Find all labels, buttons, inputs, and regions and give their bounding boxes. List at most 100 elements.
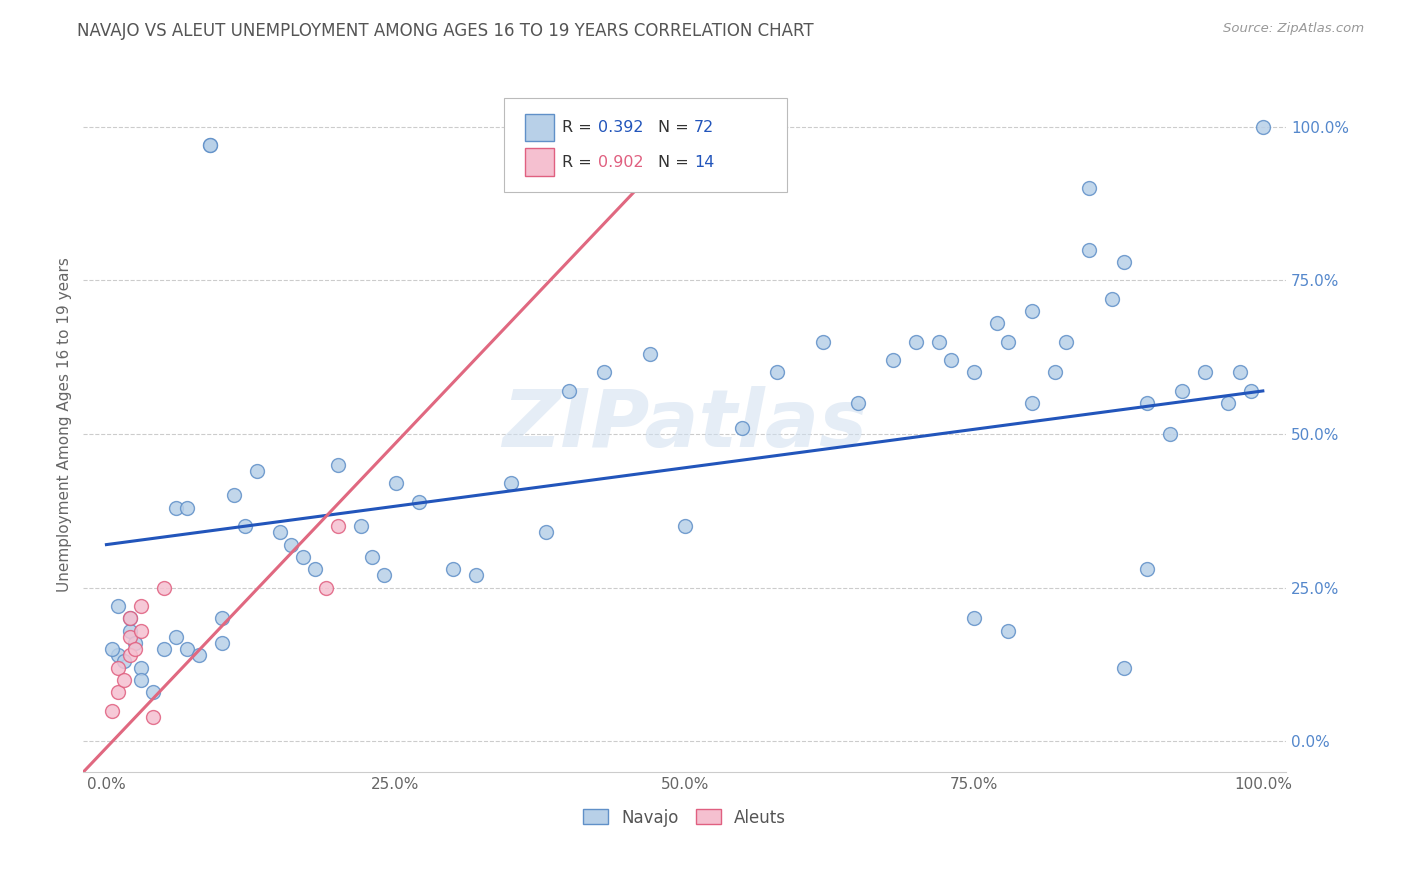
Point — [408, 494, 430, 508]
Point — [153, 642, 176, 657]
Point — [118, 630, 141, 644]
Point — [142, 685, 165, 699]
Point — [326, 519, 349, 533]
Point — [112, 654, 135, 668]
Point — [361, 549, 384, 564]
Point — [638, 347, 661, 361]
Point — [187, 648, 209, 663]
Point — [118, 648, 141, 663]
Point — [1021, 304, 1043, 318]
Point — [101, 704, 124, 718]
Point — [269, 525, 291, 540]
Text: 72: 72 — [695, 120, 714, 135]
Point — [939, 353, 962, 368]
FancyBboxPatch shape — [524, 148, 554, 176]
Point — [1159, 427, 1181, 442]
Point — [1021, 396, 1043, 410]
Point — [501, 476, 523, 491]
Point — [465, 568, 488, 582]
Y-axis label: Unemployment Among Ages 16 to 19 years: Unemployment Among Ages 16 to 19 years — [58, 257, 72, 592]
Point — [1240, 384, 1263, 398]
Point — [280, 538, 302, 552]
Point — [326, 458, 349, 472]
Point — [963, 611, 986, 625]
Point — [118, 624, 141, 638]
Point — [1112, 660, 1135, 674]
Point — [1054, 334, 1077, 349]
Point — [101, 642, 124, 657]
Point — [112, 673, 135, 687]
Point — [766, 366, 789, 380]
Point — [731, 421, 754, 435]
Point — [165, 630, 187, 644]
Point — [882, 353, 904, 368]
Text: R =: R = — [562, 120, 596, 135]
Point — [350, 519, 373, 533]
Point — [1078, 181, 1101, 195]
Point — [673, 519, 696, 533]
Point — [107, 660, 129, 674]
Text: NAVAJO VS ALEUT UNEMPLOYMENT AMONG AGES 16 TO 19 YEARS CORRELATION CHART: NAVAJO VS ALEUT UNEMPLOYMENT AMONG AGES … — [77, 22, 814, 40]
Point — [1194, 366, 1216, 380]
Point — [129, 624, 152, 638]
Text: N =: N = — [658, 120, 695, 135]
Point — [142, 710, 165, 724]
Text: Source: ZipAtlas.com: Source: ZipAtlas.com — [1223, 22, 1364, 36]
Point — [384, 476, 406, 491]
Point — [592, 366, 614, 380]
Text: N =: N = — [658, 154, 695, 169]
Point — [118, 611, 141, 625]
Point — [1171, 384, 1194, 398]
Point — [246, 464, 269, 478]
Point — [292, 549, 315, 564]
Point — [1101, 292, 1123, 306]
Point — [963, 366, 986, 380]
Point — [1251, 120, 1274, 134]
Point — [441, 562, 464, 576]
FancyBboxPatch shape — [505, 98, 787, 192]
FancyBboxPatch shape — [524, 113, 554, 141]
Point — [997, 624, 1019, 638]
Point — [904, 334, 927, 349]
Point — [813, 334, 835, 349]
Point — [200, 138, 222, 153]
Text: ZIPatlas: ZIPatlas — [502, 385, 868, 464]
Text: R =: R = — [562, 154, 596, 169]
Point — [200, 138, 222, 153]
Point — [315, 581, 337, 595]
Point — [928, 334, 950, 349]
Point — [986, 316, 1008, 330]
Text: 0.902: 0.902 — [598, 154, 644, 169]
Point — [211, 636, 233, 650]
Point — [129, 660, 152, 674]
Point — [846, 396, 869, 410]
Point — [165, 500, 187, 515]
Point — [124, 636, 146, 650]
Point — [1043, 366, 1066, 380]
Point — [1216, 396, 1239, 410]
Point — [558, 384, 581, 398]
Point — [176, 642, 198, 657]
Point — [1112, 255, 1135, 269]
Text: 14: 14 — [695, 154, 714, 169]
Point — [124, 642, 146, 657]
Point — [373, 568, 395, 582]
Point — [222, 488, 245, 502]
Point — [107, 648, 129, 663]
Text: 0.392: 0.392 — [598, 120, 644, 135]
Point — [1136, 396, 1159, 410]
Point — [1078, 243, 1101, 257]
Point — [1136, 562, 1159, 576]
Point — [176, 500, 198, 515]
Point — [534, 525, 557, 540]
Point — [1229, 366, 1251, 380]
Point — [304, 562, 326, 576]
Point — [211, 611, 233, 625]
Point — [107, 685, 129, 699]
Point — [233, 519, 256, 533]
Point — [107, 599, 129, 613]
Point — [997, 334, 1019, 349]
Point — [129, 673, 152, 687]
Point — [129, 599, 152, 613]
Point — [153, 581, 176, 595]
